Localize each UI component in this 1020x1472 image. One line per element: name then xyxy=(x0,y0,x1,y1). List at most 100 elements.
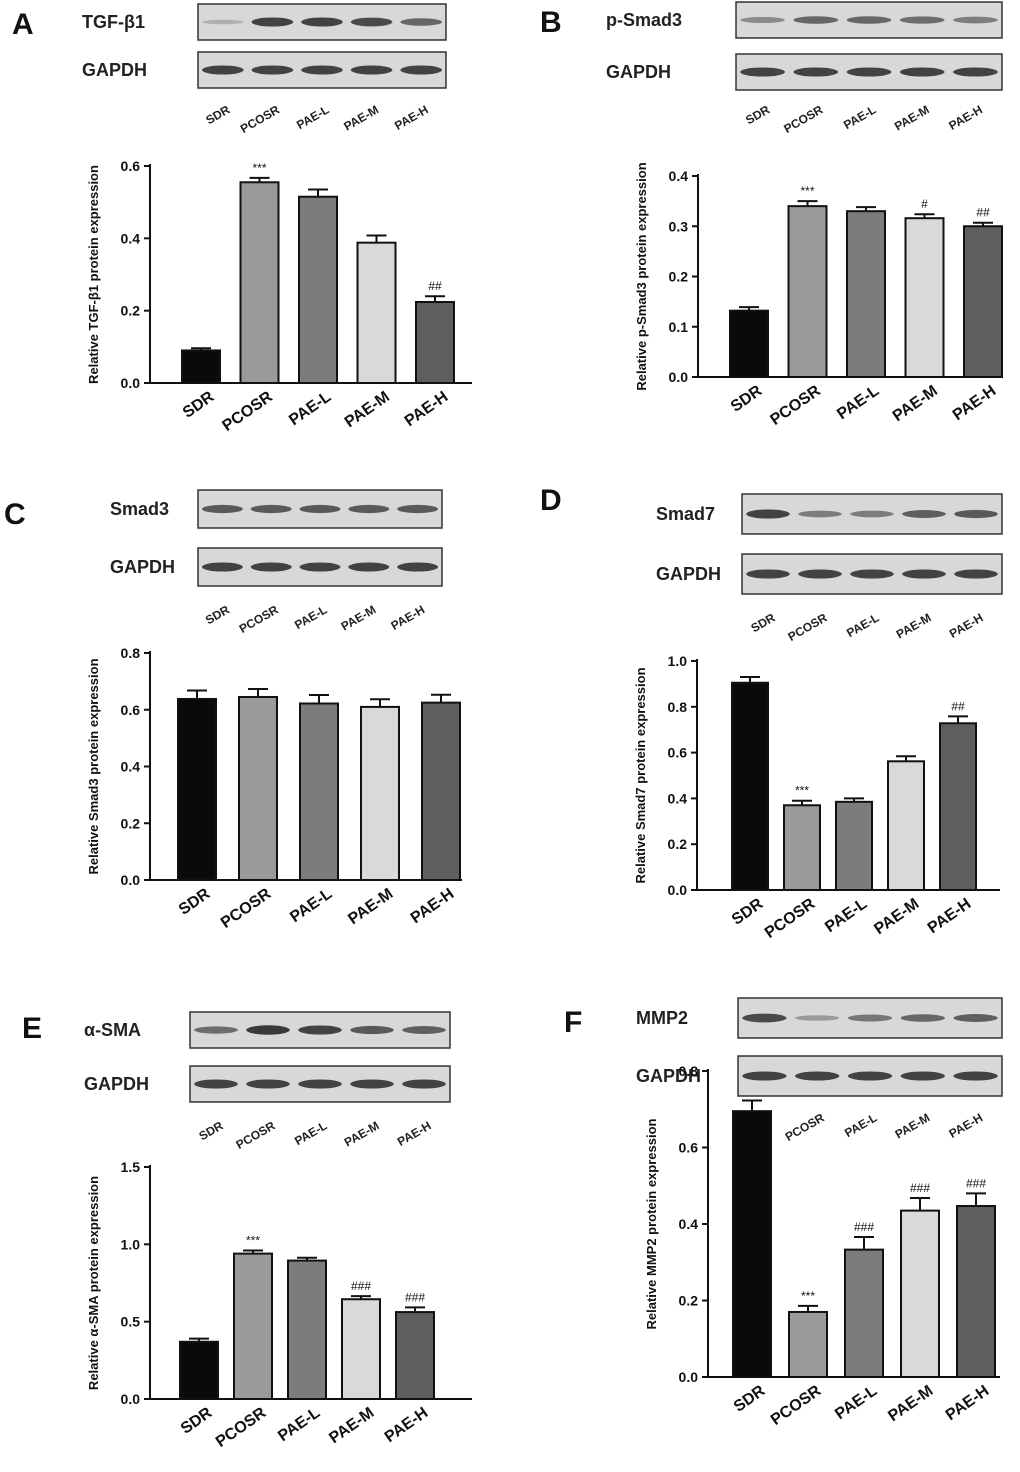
lane-label: PAE-M xyxy=(893,1110,933,1141)
y-axis-title: Relative TGF-β1 protein expression xyxy=(86,165,101,384)
blot-band xyxy=(402,1026,446,1034)
bar-pcosr xyxy=(233,1252,273,1400)
blot-band xyxy=(250,504,292,514)
y-tick-label: 0.4 xyxy=(669,168,689,184)
blot-band xyxy=(740,16,785,24)
y-tick-label: 1.0 xyxy=(668,653,688,669)
blot-band xyxy=(397,504,439,514)
x-category-label: PAE-M xyxy=(885,1382,936,1425)
significance-mark: ## xyxy=(976,206,990,220)
blot-band xyxy=(847,1014,893,1022)
lane-label: PAE-M xyxy=(339,602,379,633)
blot-band xyxy=(798,510,842,518)
blot-band xyxy=(194,1079,238,1089)
x-category-label: PAE-L xyxy=(834,382,882,423)
blot-band xyxy=(900,1071,945,1081)
bar-pae-l xyxy=(844,1248,884,1378)
blot-band xyxy=(350,17,393,27)
x-category-label: PAE-H xyxy=(402,388,452,430)
x-category-label: SDR xyxy=(178,1404,216,1438)
bar-pae-m xyxy=(904,217,945,378)
y-tick-label: 0.8 xyxy=(121,645,141,661)
y-tick-label: 0.3 xyxy=(669,218,689,234)
panel-letter: A xyxy=(12,8,34,41)
y-tick-label: 0.4 xyxy=(121,759,141,775)
significance-mark: ### xyxy=(854,1220,874,1234)
x-category-label: PCOSR xyxy=(213,1404,270,1451)
x-category-label: PAE-L xyxy=(832,1382,880,1423)
y-tick-label: 0.1 xyxy=(669,319,689,335)
blot-band xyxy=(902,510,946,518)
lane-label: SDR xyxy=(203,102,232,127)
bar-pcosr xyxy=(787,205,828,378)
blot-band xyxy=(194,1026,238,1034)
panel-letter: B xyxy=(540,6,562,39)
blot-band xyxy=(846,16,892,24)
blot-band xyxy=(795,1015,840,1021)
blot-band xyxy=(798,569,842,579)
lane-label: PAE-L xyxy=(842,1110,879,1140)
blot-band xyxy=(899,16,945,24)
x-category-label: PAE-L xyxy=(275,1404,323,1445)
lane-label: PAE-H xyxy=(395,1118,434,1148)
blot-band xyxy=(899,67,945,77)
blot-band xyxy=(793,67,839,77)
bar-pae-h xyxy=(421,701,461,881)
x-category-label: PAE-H xyxy=(943,1382,993,1424)
bar-pae-m xyxy=(900,1209,940,1379)
y-tick-label: 0.4 xyxy=(121,230,141,246)
blot-band xyxy=(846,67,892,77)
lane-label: PAE-M xyxy=(341,102,381,133)
blot-band xyxy=(201,19,244,25)
panel-letter: C xyxy=(4,498,26,531)
blot-band xyxy=(251,17,294,27)
bar-sdr xyxy=(732,1110,772,1378)
blot-label: GAPDH xyxy=(84,1074,149,1094)
x-category-label: PAE-L xyxy=(286,388,334,429)
bar-pae-m xyxy=(887,760,925,891)
bar-pcosr xyxy=(238,695,278,882)
panel-f: FMMP2GAPDHSDRPCOSRPAE-LPAE-MPAE-H0.00.20… xyxy=(564,997,1003,1429)
blot-band xyxy=(246,1079,290,1089)
blot-band xyxy=(301,17,343,27)
x-category-label: SDR xyxy=(180,388,218,422)
blot-band xyxy=(953,1014,998,1022)
x-category-label: PCOSR xyxy=(762,895,819,942)
x-category-label: PAE-M xyxy=(326,1404,377,1447)
x-category-label: PAE-L xyxy=(822,895,870,936)
y-tick-label: 0.0 xyxy=(121,872,141,888)
significance-mark: *** xyxy=(246,1234,260,1248)
blot-band xyxy=(251,65,294,75)
bar-pae-l xyxy=(287,1259,327,1401)
x-category-label: PAE-M xyxy=(345,885,396,928)
lane-label: PAE-L xyxy=(292,1118,329,1148)
lane-label: PAE-H xyxy=(946,102,985,132)
lane-label: PAE-M xyxy=(342,1118,382,1149)
blot-label: Smad7 xyxy=(656,504,715,524)
x-category-label: PAE-L xyxy=(287,885,335,926)
x-category-label: PCOSR xyxy=(218,885,275,932)
lane-label: PCOSR xyxy=(238,102,282,136)
x-category-label: PCOSR xyxy=(767,382,824,429)
blot-label: TGF-β1 xyxy=(82,12,145,32)
blot-band xyxy=(742,1013,787,1023)
panel-letter: D xyxy=(540,484,562,517)
blot-band xyxy=(953,16,998,24)
lane-label: PCOSR xyxy=(234,1118,278,1152)
lane-label: PAE-H xyxy=(392,102,431,132)
bar-pcosr xyxy=(239,181,280,384)
x-category-label: SDR xyxy=(731,1382,769,1416)
bar-pae-h xyxy=(395,1311,435,1401)
y-tick-label: 0.2 xyxy=(679,1293,699,1309)
blot-band xyxy=(250,562,292,572)
blot-band xyxy=(348,504,390,514)
x-category-label: SDR xyxy=(728,382,766,416)
bar-sdr xyxy=(731,681,769,891)
x-category-label: PAE-M xyxy=(871,895,922,938)
x-category-label: PAE-H xyxy=(925,895,975,937)
blot-band xyxy=(298,1079,342,1089)
y-tick-label: 0.0 xyxy=(121,1391,141,1407)
blot-band xyxy=(397,562,439,572)
